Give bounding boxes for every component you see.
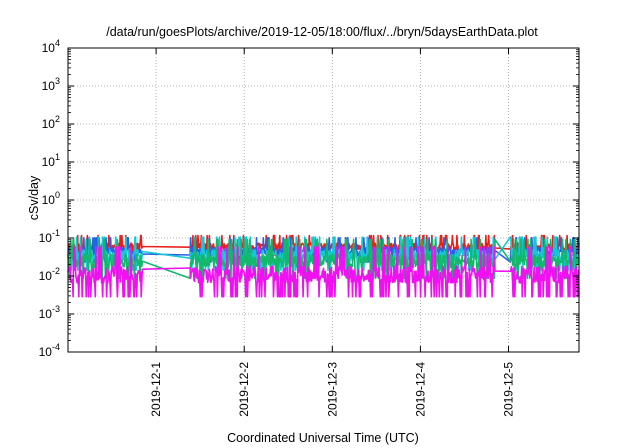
x-tick-label: 2019-12-4 (413, 362, 427, 417)
x-axis-label: Coordinated Universal Time (UTC) (227, 431, 419, 445)
y-tick-label: 10-3 (39, 304, 60, 321)
series-line (67, 246, 580, 298)
y-tick-label: 103 (42, 76, 60, 93)
y-tick-label: 100 (42, 190, 60, 207)
y-tick-label: 10-2 (39, 266, 60, 283)
chart-title: /data/run/goesPlots/archive/2019-12-05/1… (106, 25, 538, 39)
x-tick-label: 2019-12-5 (502, 362, 516, 417)
series-lines (67, 234, 580, 298)
grid-lines (68, 48, 579, 352)
x-tick-label: 2019-12-1 (149, 362, 163, 417)
x-tick-label: 2019-12-3 (325, 362, 339, 417)
axis-ticks: 10-4 10-3 10-2 10-1 100 101 102 103 104 2019-12-1… (39, 38, 579, 417)
y-tick-label: 104 (42, 38, 60, 55)
y-tick-label: 10-1 (39, 228, 60, 245)
y-tick-label: 102 (42, 114, 60, 131)
y-axis-label: cSv/day (27, 175, 41, 220)
y-tick-label: 10-4 (39, 342, 60, 359)
x-tick-label: 2019-12-2 (237, 362, 251, 417)
y-tick-label: 101 (42, 152, 60, 169)
